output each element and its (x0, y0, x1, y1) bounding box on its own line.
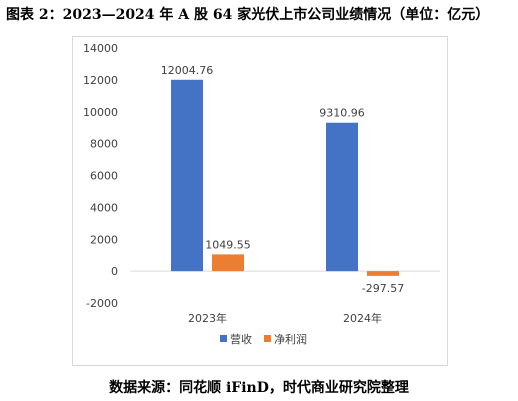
figure-title: 图表 2：2023—2024 年 A 股 64 家光伏上市公司业绩情况（单位：亿… (6, 7, 490, 23)
y-tick-label: 2000 (90, 233, 118, 246)
source-note: 数据来源：同花顺 iFinD，时代商业研究院整理 (109, 380, 409, 396)
y-tick-label: 0 (111, 265, 118, 278)
bar-revenue (171, 79, 203, 272)
y-tick-label: -2000 (86, 297, 118, 310)
y-tick-label: 12000 (83, 74, 118, 87)
data-label: 1049.55 (205, 238, 251, 251)
legend-swatch (220, 335, 227, 342)
chart-frame (72, 36, 448, 366)
data-label: 9310.96 (319, 107, 365, 120)
data-label: -297.57 (362, 282, 404, 295)
legend-label: 营收 (230, 332, 252, 346)
y-tick-label: 8000 (90, 138, 118, 151)
y-tick-label: 14000 (83, 42, 118, 55)
y-tick-label: 6000 (90, 170, 118, 183)
data-label: 12004.76 (161, 64, 214, 77)
bar-net-profit (212, 254, 244, 272)
x-tick-label: 2024年 (343, 311, 382, 325)
y-tick-label: 10000 (83, 106, 118, 119)
x-tick-label: 2023年 (188, 311, 227, 325)
y-tick-label: 4000 (90, 201, 118, 214)
legend-swatch (264, 335, 271, 342)
legend-label: 净利润 (274, 332, 307, 346)
bar-revenue (326, 122, 358, 272)
bar-net-profit (367, 271, 399, 276)
